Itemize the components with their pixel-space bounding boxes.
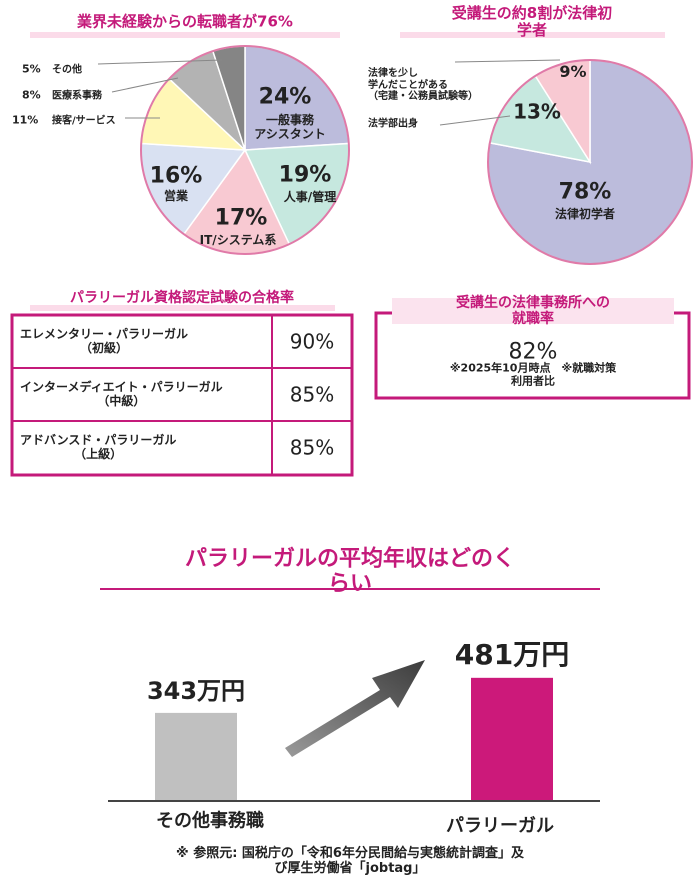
table-cell: 90% [289,329,335,354]
table-cell: インターメディエイト・パラリーガル （中級） [20,380,223,408]
title-underline [30,305,335,311]
slice-label: 接客/サービス [52,115,116,127]
leader-line [454,59,561,63]
value-label: 343万円 [146,677,246,706]
value-label: 24% [258,84,312,110]
table-cell: 85% [289,435,335,460]
arrow [285,660,425,757]
pie-outline [487,59,693,265]
slice-label: その他 [52,64,82,76]
slice-label: 法学部出身 [368,118,418,130]
source-note: ※ 参照元: 国税庁の「令和6年分民間給与実態統計調査」及び厚生労働省「jobt… [176,846,524,876]
bar [155,712,237,800]
employment-value: 82% [508,339,558,365]
table-cell: エレメンタリー・パラリーガル （初級） [20,327,189,355]
table-title: パラリーガル資格認定試験の合格率 [70,289,294,306]
value-label: 17% [214,205,268,231]
chart-title: 業界未経験からの転職者が76% [77,12,293,31]
slice-label: 法律を少し 学んだことがある （宅建・公務員試験等） [368,67,478,102]
pie-outline [140,45,350,255]
title-underline [30,32,340,38]
value-label: 19% [278,162,332,188]
title-underline [400,32,665,38]
leader-line [111,77,179,93]
employment-note: ※2025年10月時点 ※就職対策利用者比 [449,361,617,387]
x-tick-label: その他事務職 [156,810,264,832]
slice-label: 医療系事務 [52,90,102,102]
value-label: 78% [558,179,612,205]
table-cell: アドバンスド・パラリーガル （上級） [20,433,177,461]
x-tick-label: パラリーガル [446,815,554,837]
value-label: 9% [559,61,587,81]
slice-label: IT/システム系 [199,233,277,248]
slice-label: 一般事務 アシスタント [254,113,326,141]
value-label: 8% [22,88,41,102]
leader-line [97,59,223,65]
value-label: 16% [149,163,203,189]
slice-label: 法律初学者 [554,207,616,222]
value-label: 5% [22,62,41,76]
bar [471,677,553,800]
value-label: 11% [12,113,39,127]
table-cell: 85% [289,382,335,407]
leader-line [439,115,511,126]
slice-label: 人事/管理 [283,190,337,205]
table-border [10,313,354,477]
employment-title: 受講生の法律事務所への就職率 [456,294,610,327]
value-label: 481万円 [454,637,570,671]
chart-title: 受講生の約8割が法律初学者 [451,3,613,39]
value-label: 13% [513,99,561,124]
chart-title: パラリーガルの平均年収はどのくらい [184,546,515,597]
slice-label: 営業 [163,189,189,204]
employment-title-bg [392,298,674,324]
